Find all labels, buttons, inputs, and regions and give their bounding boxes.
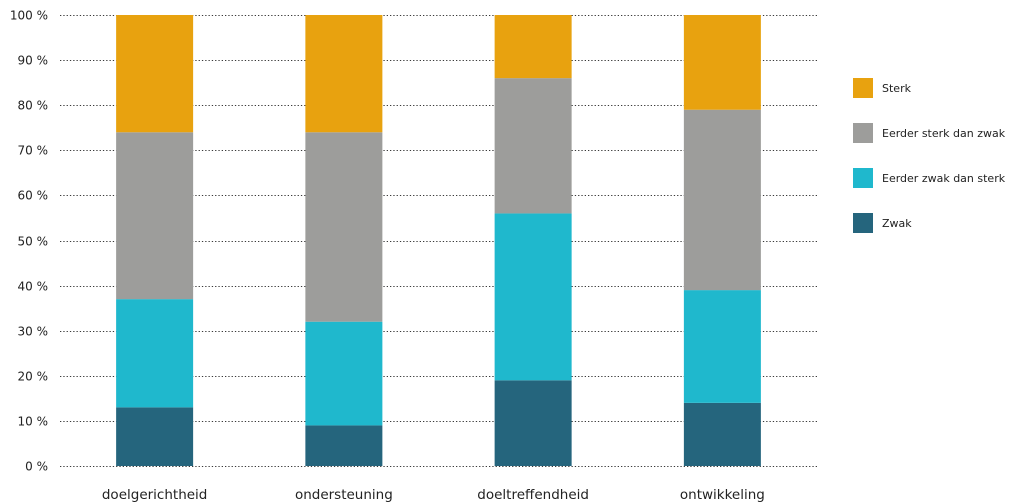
y-axis-ticks: 0 % 10 % 20 % 30 % 40 % 50 % 60 % 70 % 80 % 90 % 1… — [10, 9, 48, 474]
bar-segment — [116, 15, 194, 133]
y-tick-label: 80 % — [18, 99, 49, 113]
bar-segment — [683, 290, 761, 403]
y-tick-label: 60 % — [18, 189, 49, 203]
legend-swatch — [853, 213, 873, 233]
y-tick-label: 30 % — [18, 325, 49, 339]
legend-swatch — [853, 78, 873, 98]
y-tick-label: 0 % — [25, 460, 48, 474]
y-tick-label: 90 % — [18, 54, 49, 68]
bar-segment — [494, 15, 572, 79]
x-category-label: ondersteuning — [295, 487, 393, 503]
x-category-label: doelgerichtheid — [102, 487, 208, 503]
bar-segment — [116, 407, 194, 466]
bar-segment — [494, 380, 572, 466]
legend: Sterk Eerder sterk dan zwak Eerder zwak da… — [853, 78, 1006, 233]
bar-segment — [305, 15, 383, 133]
bar-segment — [305, 132, 383, 322]
legend-label: Zwak — [882, 217, 912, 230]
bar-segment — [305, 321, 383, 426]
legend-swatch — [853, 168, 873, 188]
y-tick-label: 20 % — [18, 370, 49, 384]
bar-segment — [683, 109, 761, 291]
y-tick-label: 40 % — [18, 280, 49, 294]
bar-segment — [116, 132, 194, 300]
x-category-label: ontwikkeling — [680, 487, 765, 503]
y-tick-label: 100 % — [10, 9, 48, 23]
legend-label: Eerder sterk dan zwak — [882, 127, 1006, 140]
bar-segment — [494, 213, 572, 381]
bar-segment — [116, 299, 194, 408]
bar-segment — [305, 425, 383, 466]
bar-segment — [683, 402, 761, 466]
bars — [116, 15, 761, 466]
legend-label: Eerder zwak dan sterk — [882, 172, 1006, 185]
y-tick-label: 70 % — [18, 144, 49, 158]
y-tick-label: 10 % — [18, 415, 49, 429]
bar-segment — [683, 15, 761, 110]
x-category-label: doeltreffendheid — [477, 487, 589, 503]
y-tick-label: 50 % — [18, 235, 49, 249]
bar-segment — [494, 78, 572, 214]
x-axis-labels: doelgerichtheid ondersteuning doeltreffend… — [102, 487, 765, 503]
legend-label: Sterk — [882, 82, 912, 95]
legend-swatch — [853, 123, 873, 143]
